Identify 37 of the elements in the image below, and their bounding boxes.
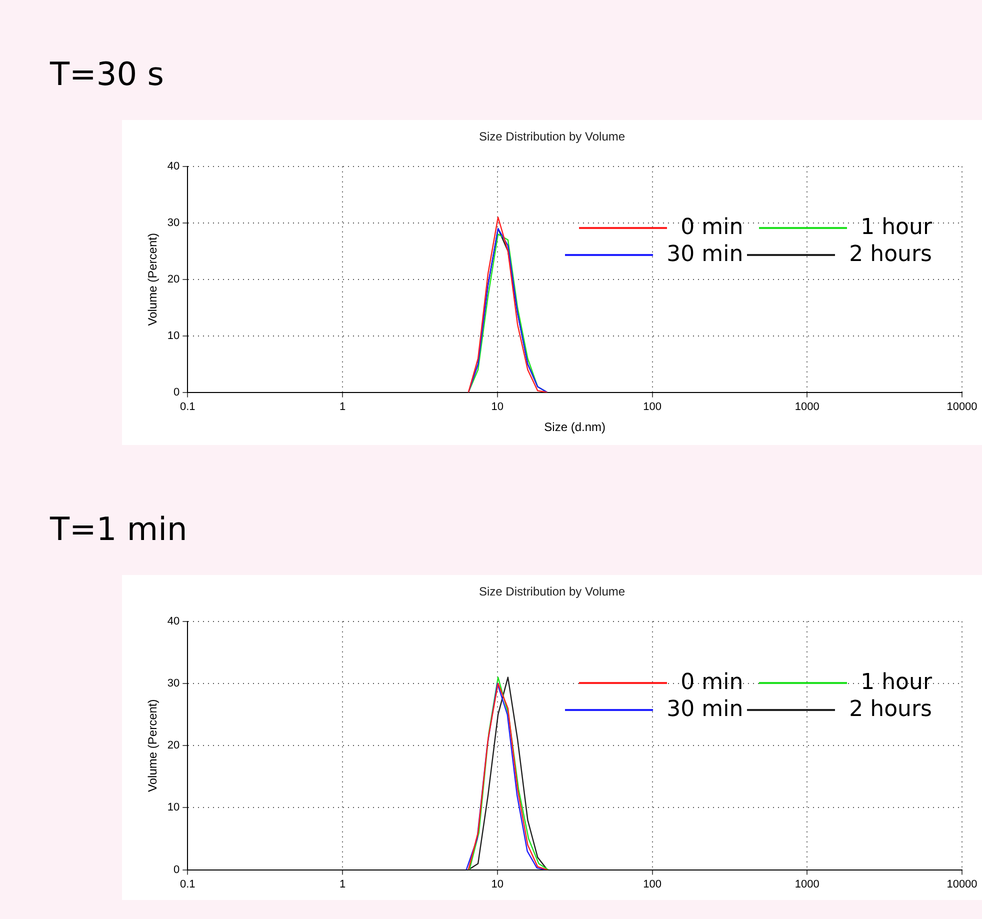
x-tick-label: 100	[643, 401, 662, 414]
y-axis-title: Volume (Percent)	[146, 233, 160, 326]
y-tick-label: 20	[167, 740, 180, 752]
y-axis-title: Volume (Percent)	[146, 699, 160, 792]
x-tick-label: 0.1	[180, 401, 196, 414]
x-tick-label: 10000	[946, 878, 978, 890]
x-tick-label: 10	[491, 401, 504, 414]
legend-label: 0 min	[680, 670, 744, 695]
legend-label: 1 hour	[860, 670, 932, 695]
chart-title: Size Distribution by Volume	[478, 130, 626, 144]
legend-label: 30 min	[666, 697, 744, 722]
legend-label: 2 hours	[849, 697, 932, 722]
x-tick-label: 100	[643, 878, 662, 890]
text: T=30 s	[50, 55, 164, 93]
x-tick-label: 0.1	[180, 878, 196, 890]
y-tick-label: 10	[167, 802, 180, 814]
y-tick-label: 10	[167, 330, 180, 342]
x-tick-label: 1	[339, 878, 346, 890]
legend-label: 0 min	[680, 215, 744, 240]
x-axis-title: Size (d.nm)	[544, 420, 606, 434]
chart-title: Size Distribution by Volume	[478, 584, 626, 599]
x-tick-label: 1	[339, 401, 346, 414]
x-tick-label: 1000	[794, 401, 820, 414]
x-tick-label: 10	[491, 878, 504, 890]
y-tick-label: 40	[167, 160, 180, 172]
y-tick-label: 30	[167, 678, 180, 690]
text: T=1 min	[50, 510, 188, 548]
x-tick-label: 10000	[946, 401, 978, 414]
legend-label: 30 min	[666, 242, 744, 267]
legend-label: 2 hours	[849, 242, 932, 267]
legend-label: 1 hour	[860, 215, 932, 240]
x-tick-label: 1000	[794, 878, 820, 890]
y-tick-label: 20	[167, 273, 180, 286]
y-tick-label: 0	[174, 864, 180, 876]
y-tick-label: 0	[174, 386, 180, 398]
y-tick-label: 40	[167, 615, 180, 628]
y-tick-label: 30	[167, 216, 180, 229]
